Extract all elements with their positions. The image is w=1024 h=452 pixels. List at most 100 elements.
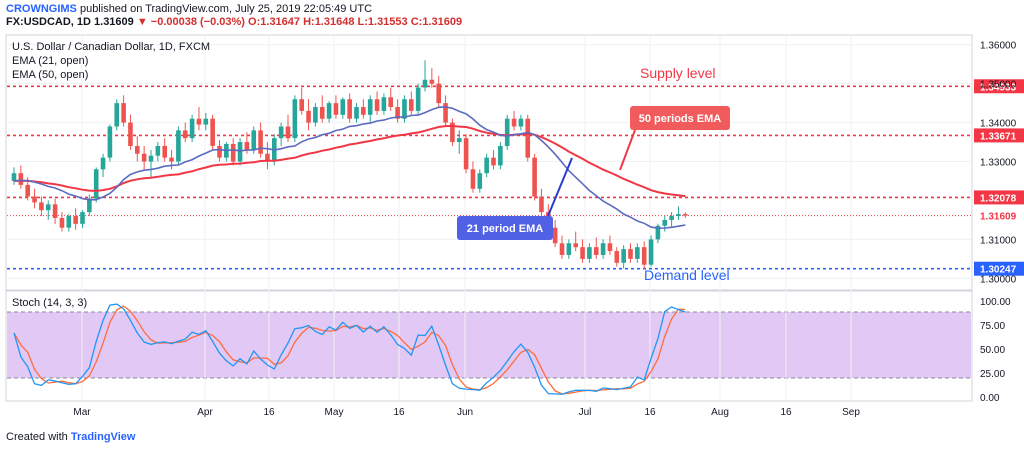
- ema50-callout-label: 50 periods EMA: [639, 113, 722, 125]
- ema21-callout-pointer: [547, 157, 573, 217]
- candle: [93, 167, 99, 203]
- candle: [669, 212, 674, 228]
- price-tick-label: 1.36000: [980, 41, 1017, 52]
- stoch-tick-label: 25.00: [980, 369, 1005, 380]
- candle: [388, 87, 394, 111]
- price-level-tag: [974, 261, 1024, 276]
- chart-header: CROWNGIMS published on TradingView.com, …: [0, 0, 1024, 30]
- candle: [429, 68, 435, 88]
- legend-ema21: EMA (21, open): [12, 55, 88, 67]
- price-tick-label: 1.30000: [980, 274, 1017, 285]
- candle: [340, 97, 346, 119]
- time-tick-label: Mar: [73, 407, 91, 418]
- ema21-line: [13, 106, 686, 230]
- candle: [107, 124, 113, 162]
- price-panel-frame: [5, 34, 973, 291]
- price-change: ▼ −0.00038 (−0.03%): [136, 16, 245, 28]
- stoch-tick-label: 75.00: [980, 321, 1005, 332]
- time-tick-label: 16: [780, 407, 792, 418]
- candle: [32, 188, 37, 209]
- candle: [354, 103, 359, 123]
- price-level-tag: [974, 128, 1024, 143]
- candle: [333, 95, 339, 119]
- price-tick-label: 1.35000: [980, 80, 1017, 91]
- candle: [436, 75, 441, 108]
- candle: [278, 122, 284, 146]
- last-price: 1.31609: [94, 16, 134, 28]
- candle: [52, 198, 58, 224]
- candle: [491, 149, 496, 170]
- ema50-callout-box: [630, 106, 730, 130]
- candle: [306, 99, 311, 131]
- candle: [450, 118, 455, 146]
- candle: [230, 138, 236, 166]
- price-tick-label: 1.33000: [980, 158, 1017, 169]
- candle: [176, 126, 181, 166]
- candle: [265, 142, 270, 170]
- candle: [532, 153, 537, 201]
- candle: [182, 122, 188, 143]
- time-tick-label: Sep: [842, 407, 860, 418]
- candle: [587, 243, 592, 263]
- candle: [217, 140, 222, 162]
- footer-brand[interactable]: TradingView: [70, 431, 136, 443]
- price-level-label: 1.34933: [980, 82, 1017, 93]
- candle: [87, 194, 92, 217]
- candle: [470, 161, 476, 193]
- candle: [114, 99, 120, 131]
- stoch-tick-label: 100.00: [980, 297, 1011, 308]
- candle: [361, 99, 366, 119]
- candle: [484, 153, 489, 178]
- candle: [573, 231, 578, 252]
- candle: [409, 91, 414, 115]
- price-axis: 1.36000 1.35000 1.34000 1.33000 1.31000 1.300…: [980, 41, 1017, 286]
- price-levels: 1.34933 1.33671 1.32078 1.31609 1.30247: [7, 79, 1024, 276]
- candle: [141, 145, 147, 170]
- time-tick-label: 16: [393, 407, 405, 418]
- candle: [135, 136, 140, 162]
- candle: [80, 210, 85, 228]
- candle: [100, 153, 106, 178]
- candle: [45, 200, 51, 220]
- grid: [7, 36, 971, 400]
- stoch-k-line: [13, 303, 686, 395]
- price-level-tag: [974, 190, 1024, 205]
- candle: [11, 167, 17, 185]
- candle: [196, 107, 202, 131]
- candle: [593, 237, 599, 259]
- candle: [511, 110, 517, 131]
- stoch-tick-label: 0.00: [980, 393, 1000, 404]
- time-tick-label: May: [325, 407, 344, 418]
- candle: [648, 235, 654, 267]
- supply-level-label: Supply level: [640, 65, 716, 81]
- published-text: published on TradingView.com, July 25, 2…: [79, 3, 373, 15]
- demand-level-label: Demand level: [644, 267, 730, 283]
- candle: [504, 114, 510, 150]
- symbol-info: FX:USDCAD, 1D 1.31609 ▼ −0.00038 (−0.03%…: [6, 16, 462, 28]
- ema50-callout-pointer: [619, 129, 636, 171]
- publisher-name[interactable]: CROWNGIMS: [6, 3, 77, 15]
- ema50-line: [13, 124, 686, 198]
- candle: [456, 130, 462, 154]
- candle: [155, 142, 161, 162]
- footer-created: Created with: [6, 431, 68, 443]
- candle: [600, 239, 606, 259]
- candle: [203, 112, 209, 131]
- symbol: FX:USDCAD, 1D: [6, 16, 91, 28]
- price-tick-label: 1.34000: [980, 119, 1017, 130]
- candle: [559, 235, 565, 259]
- candle: [148, 149, 154, 178]
- time-tick-label: Aug: [711, 407, 729, 418]
- stoch-d-line: [13, 305, 686, 395]
- candle: [299, 87, 304, 115]
- candle: [258, 122, 263, 158]
- candle: [128, 114, 133, 150]
- publish-info: CROWNGIMS published on TradingView.com, …: [6, 3, 372, 15]
- ema21-callout-label: 21 period EMA: [467, 223, 543, 235]
- candle: [628, 243, 633, 263]
- time-tick-label: Jul: [579, 407, 592, 418]
- candle: [18, 165, 24, 189]
- price-chart[interactable]: 1.34933 1.33671 1.32078 1.31609 1.30247 1.36…: [0, 30, 1024, 430]
- candle: [655, 223, 661, 244]
- candle: [381, 93, 387, 115]
